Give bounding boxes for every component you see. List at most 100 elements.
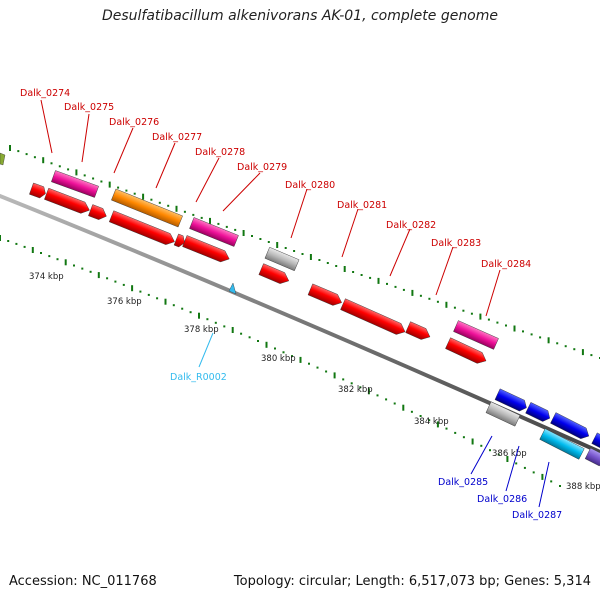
outer-tick-mark	[200, 216, 203, 219]
inner-tick-mark	[257, 340, 259, 342]
inner-tick-mark	[139, 290, 142, 293]
inner-tick-mark	[23, 245, 26, 248]
outer-tick-mark	[217, 222, 220, 225]
gene-label: Dalk_0276	[109, 117, 159, 128]
outer-tick-mark	[352, 271, 355, 273]
inner-tick-mark	[325, 370, 328, 373]
scale-label: 386 kbp	[492, 449, 527, 459]
outer-tick-mark	[522, 330, 524, 333]
inner-tick-mark	[350, 382, 353, 385]
outer-tick-mark	[513, 325, 516, 332]
gene-label: Dalk_0285	[438, 477, 488, 488]
outer-tick-mark	[496, 321, 499, 324]
outer-tick-mark	[436, 300, 439, 303]
gene-blue-edge	[591, 432, 600, 449]
inner-tick-mark	[471, 438, 474, 445]
gene-red-small-3	[405, 321, 431, 340]
inner-tick-mark	[97, 272, 100, 279]
outer-tick-mark	[251, 235, 253, 237]
outer-tick-mark	[276, 242, 279, 248]
scale-label: 382 kbp	[338, 385, 373, 395]
inner-tick-mark	[31, 247, 34, 253]
outer-tick-mark	[530, 333, 533, 336]
outer-tick-mark	[556, 342, 559, 345]
inner-tick-mark	[497, 453, 500, 456]
inner-tick-mark	[156, 297, 159, 300]
scale-label: 388 kbp	[566, 482, 600, 492]
inner-tick-mark	[454, 431, 457, 434]
outer-tick-mark	[25, 153, 28, 156]
outer-tick-mark	[301, 253, 304, 255]
outer-tick-mark	[75, 169, 78, 176]
label-leader-cyan	[198, 332, 214, 368]
inner-tick-mark	[181, 307, 184, 310]
outer-tick-ring	[9, 145, 600, 359]
gene-green-edge	[0, 152, 6, 166]
inner-tick-mark	[189, 311, 192, 314]
inner-tick-mark	[445, 427, 448, 430]
inner-tick-mark	[515, 462, 518, 465]
outer-tick-mark	[470, 312, 473, 315]
outer-tick-mark	[394, 285, 397, 288]
scale-label: 380 kbp	[261, 354, 296, 364]
outer-tick-mark	[309, 254, 312, 260]
gene-red-right	[445, 337, 487, 364]
inner-tick-mark	[214, 321, 217, 324]
inner-tick-mark	[402, 404, 405, 411]
inner-tick-mark	[342, 378, 345, 381]
outer-tick-mark	[369, 276, 372, 279]
outer-tick-mark	[293, 250, 296, 252]
outer-tick-mark	[83, 174, 86, 177]
inner-tick-mark	[428, 419, 431, 422]
inner-tick-mark	[559, 485, 561, 487]
gene-red-mid	[182, 235, 230, 263]
inner-tick-mark	[147, 293, 150, 296]
gene-label: Dalk_0279	[237, 162, 287, 173]
outer-tick-mark	[17, 150, 20, 153]
inner-tick-mark	[359, 386, 362, 389]
gene-dalk-0276	[44, 187, 90, 214]
inner-tick-mark	[198, 312, 200, 319]
label-leaders-blue	[470, 435, 550, 508]
inner-tick-mark	[64, 259, 67, 266]
inner-tick-mark	[274, 347, 276, 350]
inner-tick-mark	[89, 270, 92, 273]
gene-blue-2	[525, 402, 551, 422]
gene-blue-1	[494, 388, 527, 412]
outer-tick-mark	[564, 345, 567, 348]
outer-tick-mark	[108, 181, 111, 188]
gene-label: Dalk_0275	[64, 102, 114, 113]
scale-label: 374 kbp	[29, 272, 64, 282]
outer-tick-mark	[445, 301, 448, 308]
gene-dalk-0279	[189, 217, 239, 247]
gene-label: Dalk_0287	[512, 510, 562, 521]
inner-tick-mark	[48, 255, 51, 258]
inner-tick-mark	[164, 298, 167, 305]
inner-tick-mark	[376, 394, 379, 397]
gene-dalk-0284	[453, 320, 499, 350]
outer-tick-mark	[539, 336, 542, 339]
inner-tick-mark	[299, 356, 302, 363]
gene-dalk-0278	[108, 210, 175, 245]
outer-tick-mark	[175, 205, 178, 212]
outer-tick-mark	[402, 288, 405, 291]
inner-tick-mark	[385, 398, 388, 401]
gene-red-small-1	[88, 204, 107, 220]
outer-tick-mark	[326, 262, 329, 264]
inner-tick-mark	[265, 341, 268, 348]
gene-label: Dalk_0280	[285, 180, 335, 191]
inner-tick-mark	[489, 449, 491, 452]
gene-label: Dalk_0277	[152, 132, 202, 143]
inner-tick-mark	[316, 366, 319, 369]
outer-tick-mark	[479, 313, 482, 320]
outer-tick-mark	[50, 162, 53, 165]
outer-tick-mark	[377, 277, 380, 284]
outer-tick-mark	[209, 217, 211, 224]
outer-tick-mark	[581, 349, 584, 356]
inner-tick-mark	[308, 362, 310, 365]
map-title: Desulfatibacillum alkenivorans AK-01, co…	[101, 8, 499, 24]
gene-dalk-0285	[485, 401, 521, 427]
outer-tick-mark	[335, 265, 338, 267]
inner-tick-mark	[106, 277, 109, 280]
